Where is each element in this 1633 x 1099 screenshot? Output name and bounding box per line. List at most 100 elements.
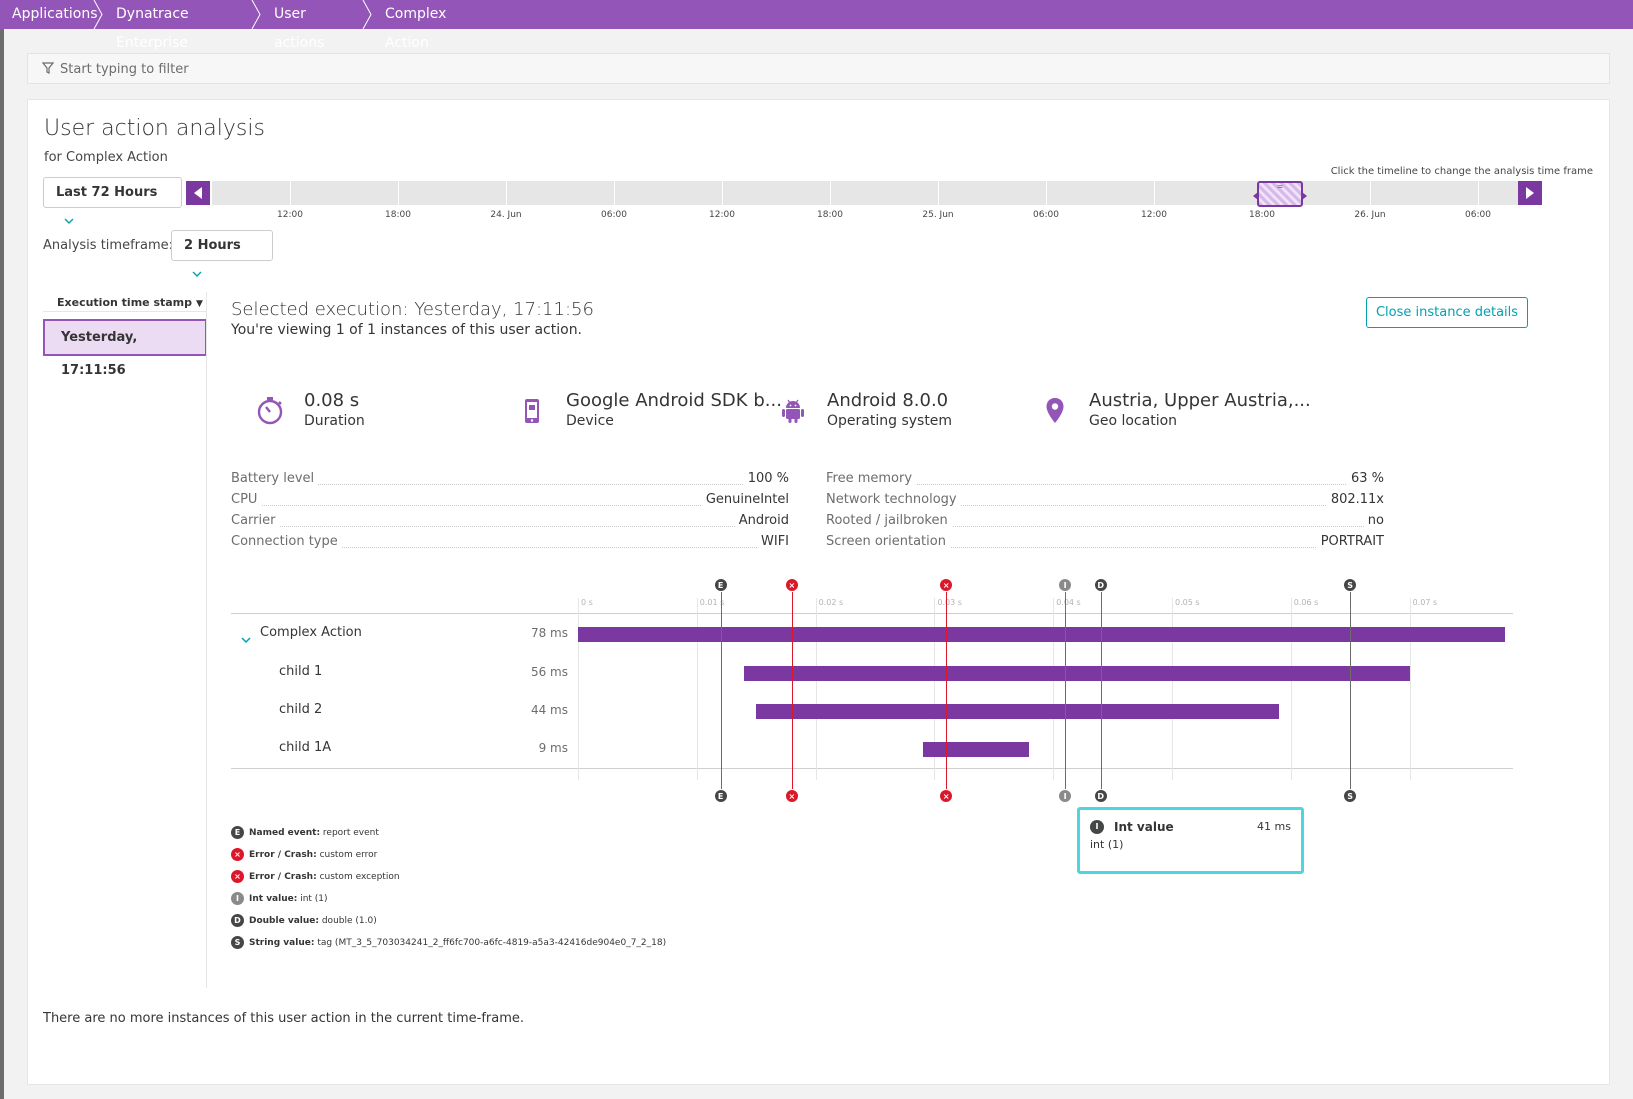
event-marker[interactable]: I [1058,578,1073,592]
timeline-gridline [290,181,291,205]
event-marker[interactable]: × [784,789,799,803]
waterfall-row-duration: 9 ms [538,741,568,755]
waterfall-bar[interactable] [922,742,1030,757]
analysis-timeframe-label: Analysis timeframe: [43,238,173,253]
timeline-gridline [614,181,615,205]
breadcrumb-applications[interactable]: Applications [0,0,104,29]
dotted-leader [826,547,1384,548]
property-value: 100 % [743,471,789,486]
breadcrumb-label: Complex Action [385,6,447,51]
waterfall-gridline [815,598,817,780]
selected-execution-title: Selected execution: Yesterday, 17:11:56 [231,299,594,320]
analysis-panel: User action analysis for Complex Action … [27,99,1610,1085]
analysis-timeframe-value: 2 Hours [184,238,241,253]
dotted-leader [231,526,789,527]
timeline-next-button[interactable] [1518,181,1542,205]
breadcrumb-separator-icon [362,0,372,29]
execution-header-label: Execution time stamp [57,296,193,309]
waterfall-gridline [1053,598,1055,780]
handle-right-grip-icon[interactable] [1302,192,1307,200]
waterfall-bar[interactable] [578,627,1505,642]
timeline-gridline [1370,181,1371,205]
arrow-right-icon [1526,187,1534,199]
legend-type: Double value: [249,916,319,926]
timeline-gridline [938,181,939,205]
event-marker[interactable]: S [1343,578,1358,592]
divider [206,292,207,988]
timeframe-select-value: Last 72 Hours [56,185,158,200]
legend-text: int (1) [300,894,328,904]
execution-timestamp-sort[interactable]: Execution time stamp ▼ [57,296,203,309]
timeline-tick-label: 12:00 [709,210,735,220]
event-marker[interactable]: E [713,578,728,592]
legend-marker-icon: S [231,936,244,949]
timeline-gridline [722,181,723,205]
breadcrumb-label: Applications [12,6,98,22]
waterfall-gridline [1409,598,1411,780]
tooltip-description: int (1) [1090,838,1124,851]
filter-input[interactable] [60,58,660,80]
event-marker[interactable]: E [713,789,728,803]
waterfall-tick-label: 0.03 s [937,598,962,607]
property-value: GenuineIntel [701,492,789,507]
waterfall-gridline [1172,598,1173,780]
filter-icon [42,62,54,74]
waterfall-row-name[interactable]: child 1A [279,740,332,755]
event-marker[interactable]: × [939,578,954,592]
timeline-gridline [1154,181,1155,205]
property-row: Network technology 802.11x [826,492,1384,510]
waterfall-tick-label: 0.06 s [1293,598,1319,607]
breadcrumb-separator-icon [251,0,261,29]
timeline-gridline [506,181,507,205]
event-marker[interactable]: D [1093,789,1108,803]
stat-label: Geo location [1089,413,1178,429]
timeline-tick-label: 12:00 [1141,210,1167,220]
legend-text: custom error [319,850,378,860]
close-instance-details-button[interactable]: Close instance details [1366,297,1528,328]
event-marker[interactable]: I [1058,789,1073,803]
timeline-tick-label: 26. Jun [1354,210,1386,220]
breadcrumb-user-actions[interactable]: User actions [262,0,373,51]
property-row: Battery level 100 % [231,471,789,489]
timeline-selection-handle[interactable]: = [1253,181,1307,207]
waterfall-gridline [696,598,698,780]
waterfall-row-name[interactable]: child 1 [279,664,323,679]
waterfall-tick-label: 0.01 s [699,598,725,607]
legend-type: Error / Crash: [249,872,317,882]
waterfall-gridline [1290,598,1292,780]
stat-label: Device [566,413,614,429]
property-row: Rooted / jailbroken no [826,513,1384,531]
event-marker[interactable]: D [1093,578,1108,592]
timeline-gridline [398,181,399,205]
event-marker[interactable]: × [784,578,799,592]
waterfall-gridline [578,598,579,780]
chevron-down-icon[interactable] [240,630,252,644]
legend-item: × Error / Crash: custom exception [231,870,400,884]
handle-left-grip-icon[interactable] [1253,192,1258,200]
waterfall-bar[interactable] [744,666,1410,681]
property-key: Screen orientation [826,534,950,549]
waterfall-bar[interactable] [756,704,1279,719]
event-marker[interactable]: × [939,789,954,803]
property-row: Free memory 63 % [826,471,1384,489]
waterfall-row-name[interactable]: child 2 [279,702,323,717]
breadcrumb-complex-action[interactable]: Complex Action [373,0,503,51]
breadcrumb-separator-icon [93,0,103,29]
waterfall-tick-label: 0.07 s [1412,598,1438,607]
timeline-track[interactable] [212,181,1518,205]
timeframe-select[interactable]: Last 72 Hours [43,177,182,224]
legend-marker-icon: I [231,892,244,905]
analysis-timeframe-select[interactable]: 2 Hours [171,230,273,277]
property-row: Connection type WIFI [231,534,789,552]
timeline-prev-button[interactable] [186,181,210,205]
breadcrumb-dynatrace-enterprise[interactable]: Dynatrace Enterprise [104,0,262,51]
waterfall-row-name[interactable]: Complex Action [260,625,362,640]
timeline-tick-label: 25. Jun [922,210,954,220]
legend-text: report event [322,828,379,838]
property-key: Network technology [826,492,961,507]
execution-item[interactable]: Yesterday, 17:11:56 [43,319,207,378]
event-marker[interactable]: S [1343,789,1358,803]
timeline-tick-label: 24. Jun [490,210,522,220]
event-line [946,586,948,796]
stat-value: Austria, Upper Austria,... [1089,390,1311,411]
